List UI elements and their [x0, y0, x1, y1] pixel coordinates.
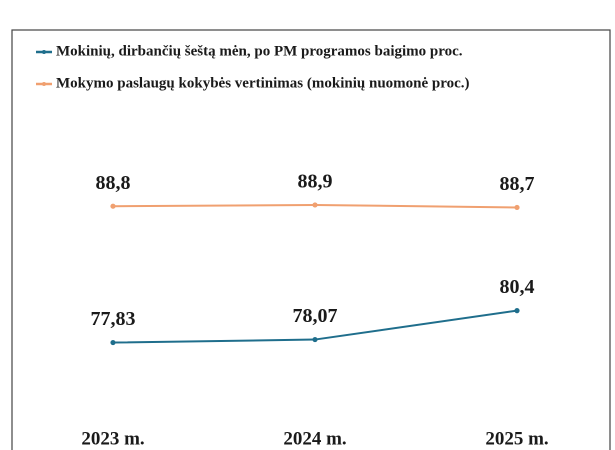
legend-label: Mokymo paslaugų kokybės vertinimas (moki… [56, 75, 470, 91]
data-point [514, 308, 520, 314]
x-tick-label: 2023 m. [81, 428, 144, 449]
data-point [312, 202, 318, 208]
data-point [312, 336, 318, 343]
data-point [110, 203, 116, 209]
legend-label: Mokinių, dirbančių šeštą mėn, po PM prog… [56, 43, 463, 59]
data-label: 80,4 [500, 276, 535, 298]
x-tick-label: 2024 m. [283, 428, 346, 449]
data-point [110, 339, 116, 346]
data-label: 77,83 [91, 308, 136, 330]
data-label: 78,07 [293, 305, 338, 327]
legend-marker [42, 50, 46, 54]
legend-marker [42, 82, 46, 86]
frame [11, 29, 611, 450]
data-label: 88,9 [298, 171, 333, 193]
x-tick-label: 2025 m. [485, 428, 548, 449]
data-label: 88,7 [500, 173, 535, 195]
data-label: 88,8 [96, 172, 131, 194]
data-point [514, 204, 520, 211]
